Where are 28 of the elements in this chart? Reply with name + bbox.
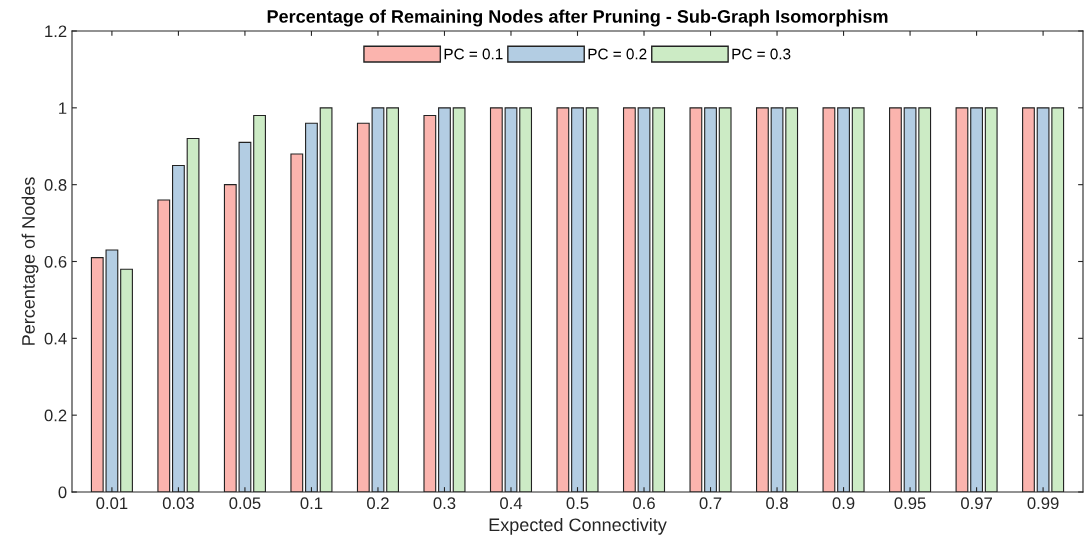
y-tick-label: 0.8 [44,179,67,191]
x-tick-label: 0.01 [96,497,128,510]
x-tick-label: 0.99 [1027,497,1059,510]
y-tick-label: 0.2 [44,409,67,422]
x-axis-title: Expected Connectivity [489,517,667,535]
x-tick-label: 0.5 [566,497,589,510]
y-tick-label: 0 [58,486,67,499]
x-tick-label: 0.95 [894,497,926,510]
x-tick-label: 0.2 [367,497,389,510]
y-tick-label: 0.6 [44,255,67,268]
legend-label: PC = 0.3 [732,48,791,60]
x-tick-label: 0.4 [500,497,523,510]
x-tick-label: 0.6 [633,497,655,510]
x-tick-label: 0.1 [300,497,323,510]
chart-title: Percentage of Remaining Nodes after Pruning - Sub-Graph Isomorphism [267,9,888,27]
y-tick-label: 0.4 [44,332,67,345]
legend-label: PC = 0.1 [444,48,503,60]
legend-label: PC = 0.2 [588,48,647,60]
y-tick-label: 1.2 [45,25,67,38]
y-tick-label: 1 [59,102,67,114]
x-tick-label: 0.9 [832,497,855,510]
x-tick-label: 0.97 [961,497,992,510]
x-tick-label: 0.03 [162,497,194,510]
x-tick-label: 0.7 [699,497,722,510]
y-axis-title: Percentage of Nodes [21,177,39,345]
x-tick-label: 0.3 [433,497,456,510]
x-tick-label: 0.05 [229,497,261,510]
x-tick-label: 0.8 [766,497,788,510]
